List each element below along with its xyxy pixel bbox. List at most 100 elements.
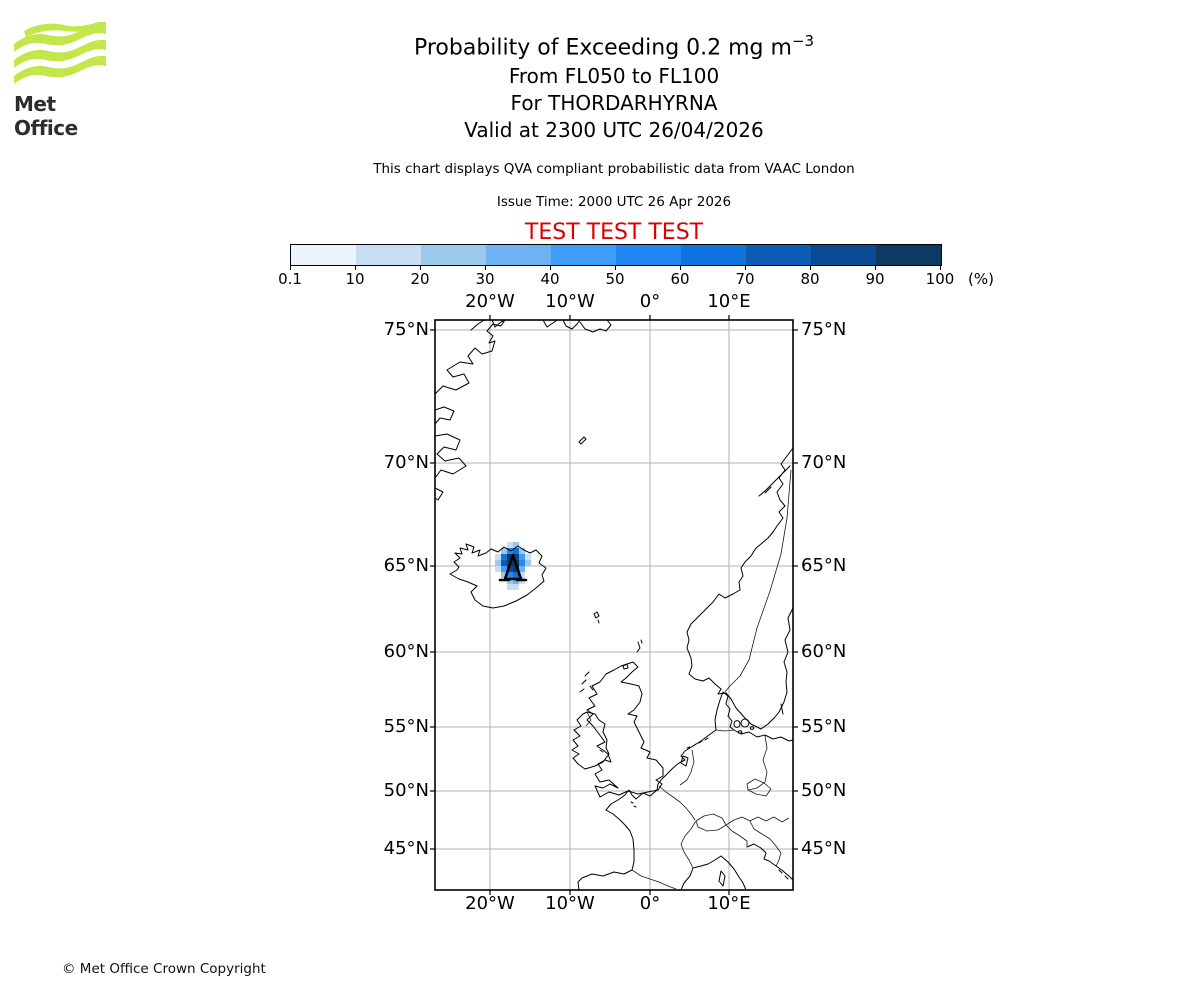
colorbar-segment	[486, 245, 551, 265]
probability-cell	[501, 554, 507, 560]
test-banner: TEST TEST TEST	[524, 220, 704, 246]
probability-cell	[519, 554, 525, 560]
lat-label-right: 60°N	[801, 641, 847, 662]
lat-label-right: 50°N	[801, 780, 847, 801]
lon-label-top: 10°W	[545, 291, 595, 312]
probability-cell	[519, 572, 525, 578]
subtitle-volcano: For THORDARHYRNA	[510, 91, 718, 116]
colorbar-tick-label: 50	[605, 270, 625, 288]
colorbar-tick	[940, 265, 941, 270]
lon-label-bottom: 20°W	[465, 893, 515, 914]
lon-label-top: 20°W	[465, 291, 515, 312]
colorbar-tick	[550, 265, 551, 270]
probability-cell	[501, 560, 507, 566]
lat-label-left: 55°N	[383, 716, 429, 737]
probability-cell	[513, 542, 519, 548]
probability-cell	[525, 554, 531, 560]
colorbar-tick	[745, 265, 746, 270]
subtitle-flight-levels: From FL050 to FL100	[508, 64, 720, 89]
colorbar-tick-label: 60	[670, 270, 690, 288]
copyright-note: © Met Office Crown Copyright	[62, 961, 266, 977]
lat-label-right: 45°N	[801, 838, 847, 859]
colorbar-tick-label: 30	[475, 270, 495, 288]
probability-cell	[519, 560, 525, 566]
probability-cell	[507, 554, 513, 560]
probability-cell	[513, 548, 519, 554]
issue-time: Issue Time: 2000 UTC 26 Apr 2026	[496, 194, 732, 211]
colorbar-tick-label: 10	[345, 270, 365, 288]
lon-label-bottom: 0°	[639, 893, 661, 914]
probability-cell	[495, 554, 501, 560]
probability-cell	[501, 548, 507, 554]
probability-cell	[513, 572, 519, 578]
subtitle-valid-time: Valid at 2300 UTC 26/04/2026	[464, 118, 764, 143]
probability-cell	[507, 584, 513, 590]
probability-cell	[495, 560, 501, 566]
colorbar-tick	[290, 265, 291, 270]
lon-label-bottom: 10°W	[545, 893, 595, 914]
map-frame	[434, 319, 794, 891]
colorbar-tick-label: 40	[540, 270, 560, 288]
colorbar-segment	[876, 245, 941, 265]
volcano-triangle-icon	[498, 553, 528, 582]
map-background	[435, 320, 793, 890]
colorbar-tick-label: 70	[735, 270, 755, 288]
colorbar-tick-label: 80	[800, 270, 820, 288]
colorbar-segment	[616, 245, 681, 265]
met-office-logo: Met Office	[14, 22, 124, 140]
colorbar-tick-label: 100	[925, 270, 955, 288]
colorbar-tick	[875, 265, 876, 270]
colorbar-tick	[420, 265, 421, 270]
colorbar-tick	[355, 265, 356, 270]
colorbar-tick-label: 0.1	[278, 270, 302, 288]
lat-label-right: 65°N	[801, 555, 847, 576]
lat-label-left: 45°N	[383, 838, 429, 859]
lon-label-bottom: 10°E	[707, 893, 751, 914]
lat-label-right: 70°N	[801, 452, 847, 473]
met-office-waves-icon	[14, 22, 106, 84]
title-exponent: −3	[791, 32, 814, 50]
lat-label-left: 70°N	[383, 452, 429, 473]
met-office-logo-text: Met Office	[14, 92, 78, 140]
probability-colorbar	[290, 244, 942, 266]
colorbar-unit-label: (%)	[968, 270, 994, 288]
lat-label-left: 60°N	[383, 641, 429, 662]
colorbar-tick-label: 20	[410, 270, 430, 288]
map-gridlines	[435, 320, 793, 890]
lon-label-top: 0°	[639, 291, 661, 312]
probability-cell	[501, 566, 507, 572]
probability-cell	[513, 566, 519, 572]
colorbar-segment	[421, 245, 486, 265]
lon-label-top: 10°E	[707, 291, 751, 312]
probability-cell	[507, 578, 513, 584]
probability-cell	[513, 554, 519, 560]
colorbar-tick-labels: 0.1 10 20 30 40 50 60 70 80 90 100	[278, 270, 954, 288]
colorbar-tick	[680, 265, 681, 270]
lat-label-right: 75°N	[801, 319, 847, 340]
probability-cell	[513, 578, 519, 584]
colorbar-segment	[356, 245, 421, 265]
probability-cell	[501, 572, 507, 578]
colorbar-segment	[811, 245, 876, 265]
colorbar-segment	[746, 245, 811, 265]
lat-label-left: 75°N	[383, 319, 429, 340]
chart-header: Probability of Exceeding 0.2 mg m−3 From…	[14, 26, 1200, 247]
probability-cell	[495, 566, 501, 572]
colorbar-tick	[485, 265, 486, 270]
lat-label-left: 65°N	[383, 555, 429, 576]
lat-label-left: 50°N	[383, 780, 429, 801]
lat-label-right: 55°N	[801, 716, 847, 737]
colorbar-segment	[681, 245, 746, 265]
map-canvas	[430, 315, 798, 895]
colorbar-segment	[551, 245, 616, 265]
country-borders	[585, 469, 792, 890]
volcano-marker	[498, 553, 528, 582]
colorbar-tick	[810, 265, 811, 270]
probability-cell	[513, 584, 519, 590]
colorbar-segment	[291, 245, 356, 265]
probability-cell	[507, 572, 513, 578]
probability-cell	[525, 560, 531, 566]
coastlines	[434, 319, 794, 891]
probability-cell	[519, 566, 525, 572]
